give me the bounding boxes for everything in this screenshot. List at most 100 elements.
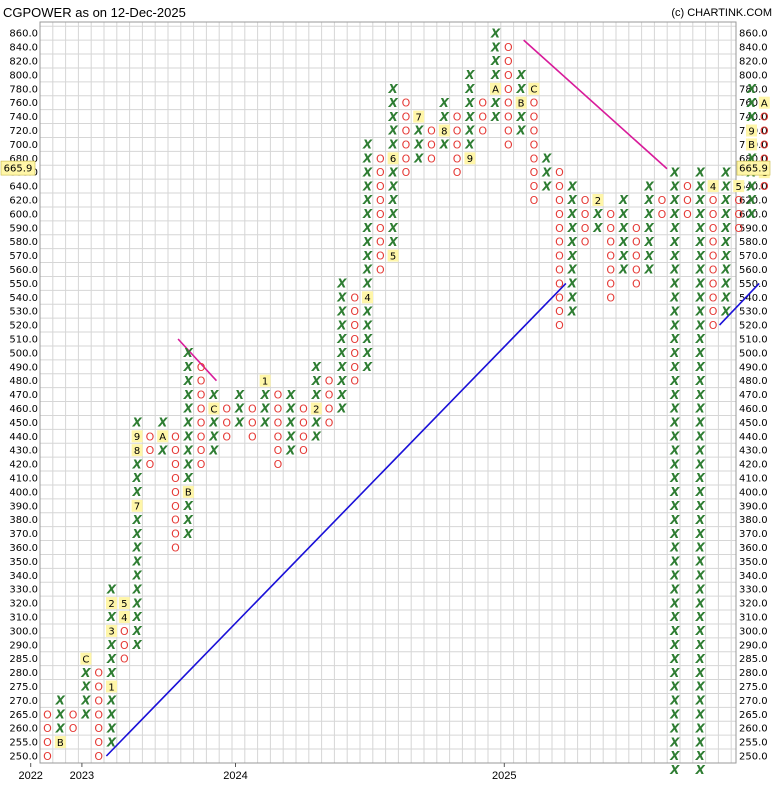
y-tick-label: 380.0 xyxy=(739,515,768,526)
x-box: X xyxy=(669,555,680,569)
x-box: X xyxy=(695,304,706,318)
o-box: O xyxy=(197,403,206,416)
plot-frame xyxy=(39,21,737,764)
trendline xyxy=(177,338,218,382)
x-box: X xyxy=(259,402,270,416)
o-box: O xyxy=(683,208,692,221)
y-tick-label: 510.0 xyxy=(9,335,38,346)
o-box: O xyxy=(734,194,743,207)
o-box: O xyxy=(530,166,539,179)
o-box: O xyxy=(94,736,103,749)
x-box: X xyxy=(695,471,706,485)
current-price-left: 665.9 xyxy=(4,164,33,175)
x-box: X xyxy=(80,666,91,680)
x-box: X xyxy=(567,263,578,277)
y-tick-label: 740.0 xyxy=(9,112,38,123)
x-box: X xyxy=(208,388,219,402)
o-box: O xyxy=(274,430,283,443)
o-box: O xyxy=(171,472,180,485)
x-box: X xyxy=(439,138,450,152)
x-box: X xyxy=(695,499,706,513)
x-box: X xyxy=(669,582,680,596)
x-box: X xyxy=(695,263,706,277)
o-box: O xyxy=(325,403,334,416)
x-box: X xyxy=(208,443,219,457)
o-box: O xyxy=(760,138,769,151)
x-box: X xyxy=(669,416,680,430)
y-tick-label: 450.0 xyxy=(9,418,38,429)
y-tick-label: 265.0 xyxy=(9,710,38,721)
y-tick-label: 300.0 xyxy=(739,626,768,637)
o-box: O xyxy=(453,138,462,151)
x-box: X xyxy=(311,374,322,388)
x-box: X xyxy=(515,110,526,124)
x-box: X xyxy=(55,694,66,708)
x-box: X xyxy=(695,694,706,708)
x-box: X xyxy=(285,388,296,402)
o-box: O xyxy=(555,180,564,193)
x-box: X xyxy=(183,430,194,444)
o-box: O xyxy=(325,416,334,429)
y-tick-label: 430.0 xyxy=(739,446,768,457)
x-box: X xyxy=(464,82,475,96)
y-tick-label: 275.0 xyxy=(739,682,768,693)
month-marker-bg xyxy=(413,110,425,123)
y-tick-label: 350.0 xyxy=(9,557,38,568)
o-box: O xyxy=(120,625,129,638)
y-tick-label: 860.0 xyxy=(9,29,38,40)
x-box: X xyxy=(464,138,475,152)
o-box: O xyxy=(222,403,231,416)
x-box: X xyxy=(567,179,578,193)
x-box: X xyxy=(746,152,757,166)
x-box: X xyxy=(618,193,629,207)
y-tick-label: 440.0 xyxy=(739,432,768,443)
x-box: X xyxy=(336,318,347,332)
x-box: X xyxy=(490,68,501,82)
x-box: X xyxy=(695,610,706,624)
x-box: X xyxy=(490,96,501,110)
o-box: O xyxy=(222,416,231,429)
month-marker: 3 xyxy=(108,627,114,638)
x-box: X xyxy=(336,277,347,291)
x-box: X xyxy=(567,291,578,305)
month-marker: B xyxy=(748,140,755,151)
x-box: X xyxy=(567,193,578,207)
o-box: O xyxy=(248,430,257,443)
month-marker: B xyxy=(518,99,525,110)
month-marker-bg xyxy=(707,180,719,193)
y-tick-label: 700.0 xyxy=(9,140,38,151)
o-box: O xyxy=(709,291,718,304)
o-box: O xyxy=(402,138,411,151)
o-box: O xyxy=(606,277,615,290)
x-box: X xyxy=(362,138,373,152)
x-box: X xyxy=(669,249,680,263)
o-box: O xyxy=(171,458,180,471)
x-box: X xyxy=(669,235,680,249)
x-box: X xyxy=(362,179,373,193)
month-marker-bg xyxy=(118,611,130,623)
x-box: X xyxy=(695,652,706,666)
y-tick-label: 260.0 xyxy=(9,724,38,735)
o-box: O xyxy=(504,41,513,54)
x-box: X xyxy=(387,110,398,124)
x-box: X xyxy=(362,221,373,235)
x-box: X xyxy=(336,402,347,416)
month-marker-bg xyxy=(387,152,399,165)
x-box: X xyxy=(387,193,398,207)
o-box: O xyxy=(555,166,564,179)
o-box: O xyxy=(350,291,359,304)
o-box: O xyxy=(94,667,103,680)
month-marker-bg xyxy=(106,680,117,693)
month-marker: 1 xyxy=(108,682,114,693)
o-box: O xyxy=(248,416,257,429)
x-box: X xyxy=(669,735,680,749)
x-box: X xyxy=(695,596,706,610)
x-box: X xyxy=(55,708,66,722)
x-box: X xyxy=(131,471,142,485)
x-box: X xyxy=(695,541,706,555)
x-box: X xyxy=(413,138,424,152)
y-tick-label: 390.0 xyxy=(9,501,38,512)
x-box: X xyxy=(183,527,194,541)
x-box: X xyxy=(336,388,347,402)
month-marker-bg xyxy=(758,96,770,109)
